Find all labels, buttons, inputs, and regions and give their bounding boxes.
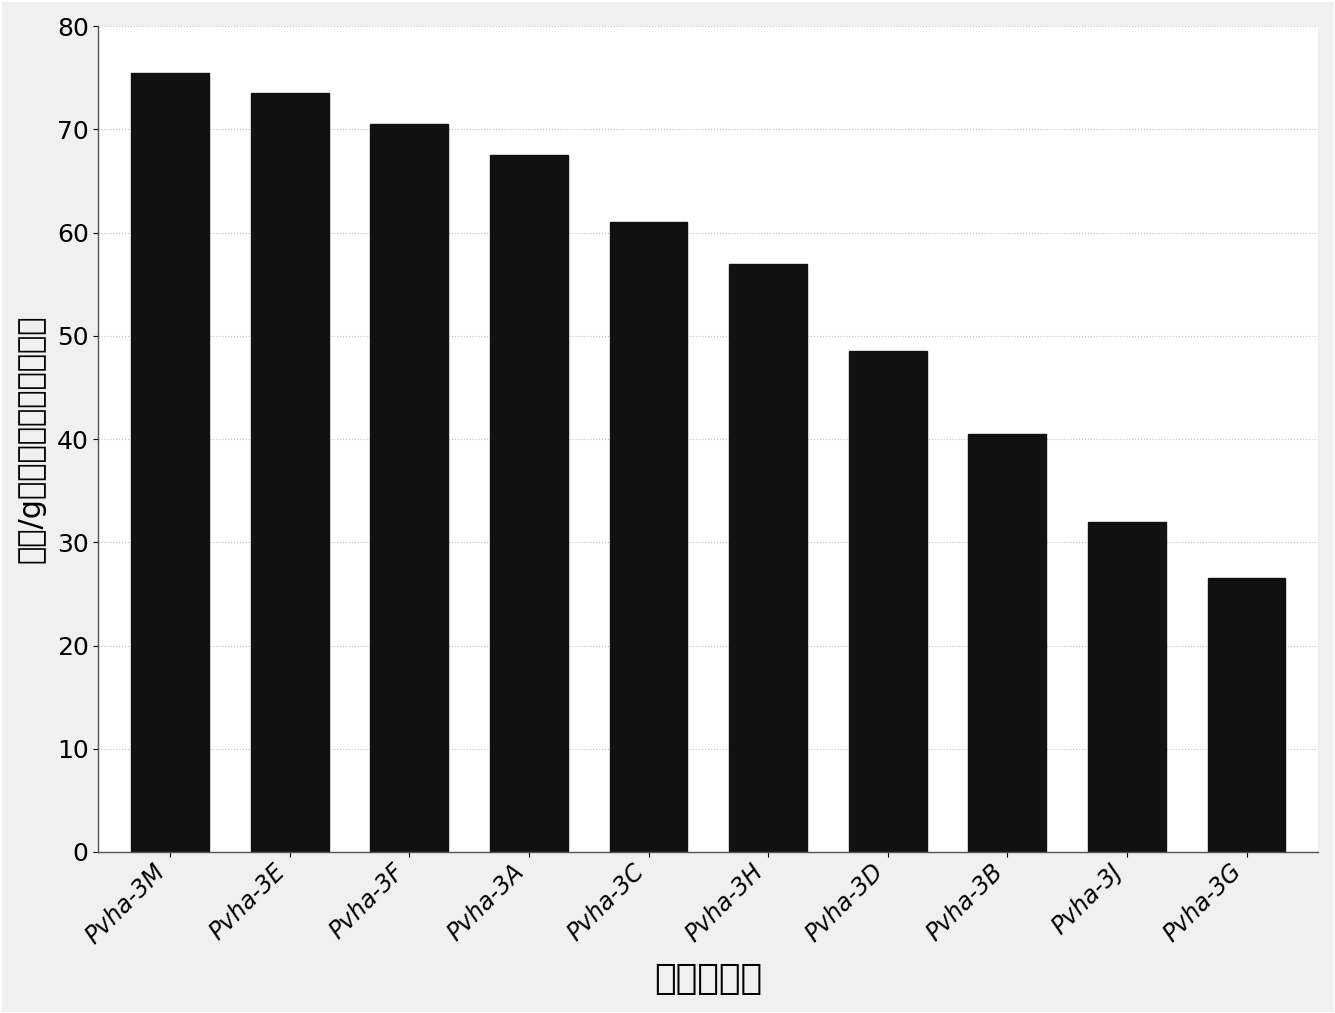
Bar — [968, 434, 1047, 852]
Bar — [131, 73, 210, 852]
Bar — [251, 93, 328, 852]
Bar — [371, 125, 449, 852]
Bar — [849, 352, 926, 852]
Bar — [729, 263, 808, 852]
Bar — [1088, 522, 1165, 852]
X-axis label: 转基因事件: 转基因事件 — [654, 962, 762, 997]
Bar — [1208, 578, 1286, 852]
Bar — [490, 155, 567, 852]
Bar — [610, 222, 688, 852]
Y-axis label: 孢囊/g干根重量的百分比降低: 孢囊/g干根重量的百分比降低 — [16, 315, 45, 563]
